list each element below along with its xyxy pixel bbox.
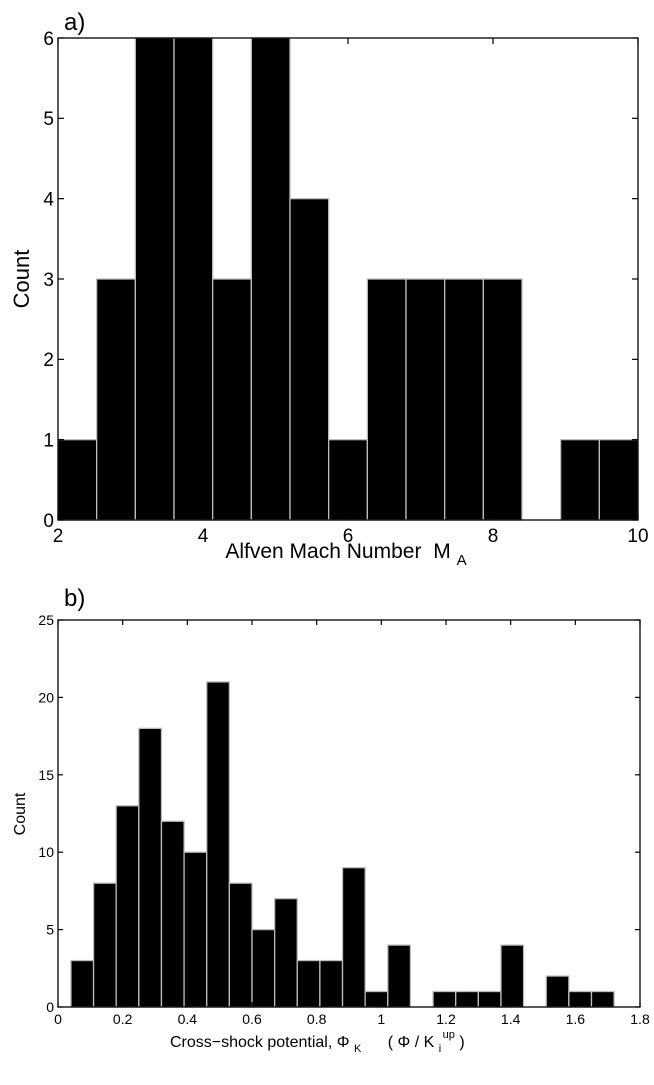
panel-b-xtick-label: 0 <box>54 1011 62 1027</box>
panel-b-ytick-label: 20 <box>38 689 54 705</box>
panel-b-bar <box>138 727 163 1008</box>
panel-b-bar <box>432 990 457 1008</box>
panel-a-bars <box>57 37 639 521</box>
panel-a-bar <box>482 278 523 521</box>
panel-b-bar <box>251 928 276 1008</box>
panel-b-xtick-label: 1.8 <box>630 1011 650 1027</box>
panel-b-xtick-label: 1 <box>377 1011 385 1027</box>
panel-b-bar <box>273 897 298 1008</box>
panel-a-bar <box>560 439 600 521</box>
panel-b-bar <box>319 959 344 1008</box>
panel-b-xlabel-units-sup: up <box>443 1029 455 1041</box>
panel-a-label: a) <box>64 9 85 36</box>
panel-a-xtick-label: 4 <box>198 526 209 547</box>
panel-b-xlabel-phi: Φ <box>337 1034 350 1051</box>
panel-a-ytick-label: 2 <box>43 350 54 371</box>
panel-b-xlabel-text: Cross−shock potential, <box>170 1034 337 1051</box>
panel-b-bar <box>228 882 253 1008</box>
panel-a-bar <box>366 278 407 521</box>
panel-b-bar <box>92 882 117 1008</box>
panel-a-xtick-label: 2 <box>53 526 64 547</box>
panel-b-bar <box>70 959 95 1008</box>
panel-a-bar <box>328 439 368 521</box>
panel-b-bar <box>341 867 366 1008</box>
panel-a-bar <box>212 278 252 521</box>
panel-b-bar <box>477 990 502 1008</box>
panel-b-xtick-label: 0.4 <box>178 1011 198 1027</box>
panel-a-bar <box>250 37 291 521</box>
panel-b-frame <box>57 619 641 1008</box>
panel-a-ytick-label: 3 <box>43 270 54 291</box>
panel-b-ticks: 0 0.2 0.4 0.6 0.8 1 1.2 1.4 1.6 1.8 0 5 10 15 20 25 <box>38 612 650 1027</box>
panel-b-ytick-label: 5 <box>46 922 54 938</box>
panel-a-bar <box>289 198 330 521</box>
panel-a-bar <box>444 278 484 521</box>
panel-a-bar <box>598 439 639 521</box>
panel-b-xlabel: Cross−shock potential, Φ K ( Φ / K i up … <box>170 1025 465 1056</box>
panel-b-ytick-label: 0 <box>46 999 54 1015</box>
panel-b-xlabel-units-open: ( Φ / K <box>388 1034 435 1051</box>
panel-a-bar <box>173 37 214 521</box>
panel-b: b) 0 0.2 0.4 0.6 0.8 1 1.2 1.4 1.6 1.80510152025 … <box>12 585 650 1056</box>
panel-a-ytick-label: 1 <box>43 431 54 452</box>
panel-b-xtick-label: 1.4 <box>501 1011 521 1027</box>
panel-a-xtick-label: 8 <box>488 526 499 547</box>
panel-b-bar <box>160 820 185 1008</box>
panel-b-xlabel-phi-sub: K <box>354 1043 362 1055</box>
panel-b-bar <box>387 944 412 1008</box>
panel-a-bar <box>57 439 98 521</box>
panel-b-xlabel-units-close: ) <box>459 1034 464 1051</box>
panel-a-xlabel: Alfven Mach Number M A <box>225 540 466 569</box>
panel-b-ytick-label: 25 <box>38 612 54 628</box>
panel-b-bars <box>70 681 615 1008</box>
panel-a-xlabel-symbol: M <box>433 540 451 563</box>
panel-a-xtick-label: 6 <box>343 526 354 547</box>
panel-b-xtick-label: 0.6 <box>242 1011 262 1027</box>
panel-b-bar <box>115 805 140 1008</box>
panel-a: a) 2 4 6 8 10 0 1 2 3 4 5 6 Count Alfven Mach Numbe… <box>9 9 649 569</box>
panel-b-ytick-label: 15 <box>38 767 54 783</box>
panel-a-ytick-label: 6 <box>43 29 54 50</box>
panel-a-ytick-label: 0 <box>43 511 54 532</box>
panel-a-xlabel-subscript: A <box>457 552 467 569</box>
panel-a-bar <box>405 278 446 521</box>
panel-b-bar <box>545 975 570 1008</box>
panel-b-bar <box>590 990 615 1008</box>
panel-a-ticks: 2 4 6 8 10 0 1 2 3 4 5 6 <box>43 29 648 547</box>
panel-b-label: b) <box>64 585 85 612</box>
panel-b-bar <box>364 990 389 1008</box>
panel-b-bar <box>500 944 525 1008</box>
panel-b-xtick-label: 0.2 <box>113 1011 133 1027</box>
panel-a-xtick-label: 10 <box>627 526 648 547</box>
panel-b-bar <box>206 681 231 1008</box>
panel-a-ytick-label: 5 <box>43 109 54 130</box>
panel-b-bar <box>296 959 321 1008</box>
panel-a-bar <box>96 278 136 521</box>
panel-a-xlabel-text: Alfven Mach Number <box>225 540 421 563</box>
panel-a-ylabel: Count <box>9 250 34 309</box>
panel-b-ytick-label: 10 <box>38 844 54 860</box>
panel-a-ytick-label: 4 <box>43 190 54 211</box>
panel-b-ylabel: Count <box>12 792 29 835</box>
panel-b-xtick-label: 1.6 <box>566 1011 586 1027</box>
panel-b-bar <box>568 990 593 1008</box>
panel-a-bar <box>134 37 175 521</box>
panel-b-bar <box>455 990 479 1008</box>
panel-b-xtick-label: 0.8 <box>307 1011 327 1027</box>
panel-b-xtick-label: 1.2 <box>436 1011 456 1027</box>
panel-b-bar <box>183 851 208 1008</box>
panel-b-xlabel-units-sub: i <box>439 1043 441 1055</box>
